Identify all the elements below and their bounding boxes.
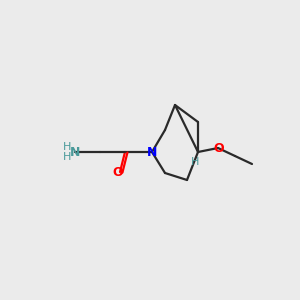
Text: H: H bbox=[191, 157, 199, 167]
Text: N: N bbox=[70, 146, 80, 158]
Text: H: H bbox=[63, 142, 71, 152]
Text: O: O bbox=[113, 166, 123, 178]
Text: H: H bbox=[63, 152, 71, 162]
Text: N: N bbox=[147, 146, 157, 158]
Text: O: O bbox=[214, 142, 224, 154]
